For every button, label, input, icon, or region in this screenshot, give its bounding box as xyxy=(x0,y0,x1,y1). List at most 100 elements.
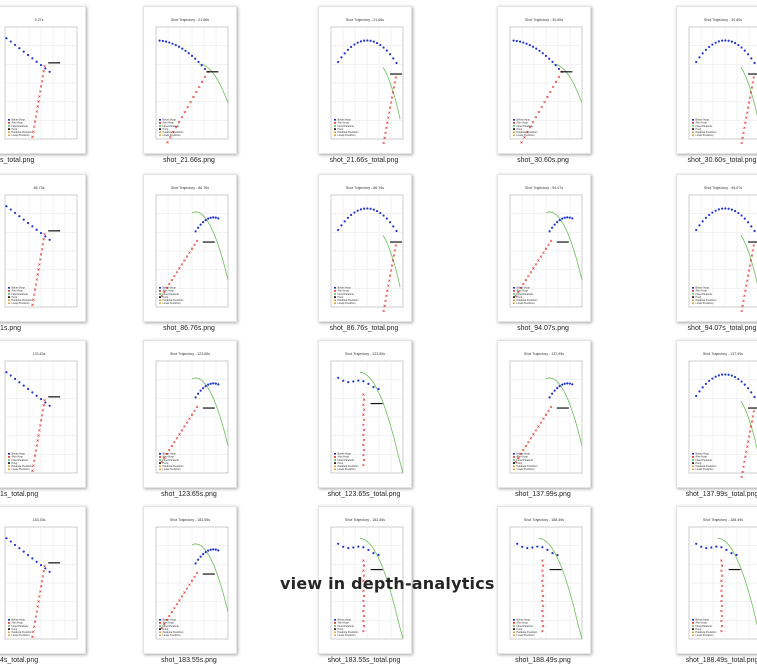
after-hoop-point xyxy=(528,126,532,129)
file-thumbnail[interactable]: Shot Trajectory - 123.65s Before Hoop Afte… xyxy=(318,340,412,488)
svg-text:After Hoop: After Hoop xyxy=(163,290,175,293)
before-hoop-point xyxy=(556,387,559,390)
before-hoop-point xyxy=(558,385,561,388)
svg-text:Parabola Prediction: Parabola Prediction xyxy=(163,131,185,134)
file-thumbnail[interactable]: Shot Trajectory - 188.49s Before Hoop Afte… xyxy=(676,506,757,654)
before-hoop-point xyxy=(553,223,556,226)
svg-text:After Hoop: After Hoop xyxy=(517,122,529,125)
after-hoop-point xyxy=(31,303,34,306)
file-thumbnail[interactable]: Shot Trajectory - 30.60s Before Hoop After… xyxy=(497,6,591,154)
after-hoop-point xyxy=(541,604,545,608)
trajectory-chart: Shot Trajectory - 94.07s Before HoopAfter… xyxy=(509,186,583,308)
before-hoop-point xyxy=(343,52,346,55)
before-hoop-point xyxy=(698,56,701,59)
before-hoop-point xyxy=(395,229,398,233)
after-hoop-point xyxy=(362,629,365,633)
file-thumbnail[interactable]: Shot Trajectory - 21.66s Before Hoop After… xyxy=(318,6,412,154)
file-thumbnail[interactable]: Shot Trajectory - 94.07s Before Hoop After… xyxy=(676,174,757,322)
before-hoop-point xyxy=(733,375,737,379)
before-hoop-point xyxy=(35,60,38,63)
after-hoop-point xyxy=(720,619,723,623)
before-hoop-point xyxy=(35,228,38,231)
before-hoop-point xyxy=(48,404,51,407)
after-hoop-point xyxy=(37,268,40,271)
before-hoop-point xyxy=(337,228,340,232)
before-hoop-point xyxy=(171,42,174,45)
after-hoop-point xyxy=(180,429,184,432)
before-hoop-point xyxy=(724,39,727,42)
before-hoop-point xyxy=(695,228,698,232)
file-thumbnail[interactable]: Shot Trajectory - 30.60s Before Hoop After… xyxy=(676,6,757,154)
file-thumbnail[interactable]: Shot Trajectory - 183.55s Before Hoop Afte… xyxy=(318,506,412,654)
plot-title: Shot Trajectory - 30.60s xyxy=(704,18,742,22)
before-hoop-point xyxy=(26,553,30,557)
after-hoop-point xyxy=(539,421,543,424)
after-hoop-point xyxy=(39,85,43,88)
before-hoop-point xyxy=(568,382,571,385)
trajectory-chart: Shot Trajectory - 86.76s Before HoopAfter… xyxy=(155,186,229,308)
after-hoop-point xyxy=(168,448,171,452)
file-name-label: shot_94.07s_total.png xyxy=(687,325,757,332)
before-hoop-point xyxy=(44,567,47,570)
after-hoop-point xyxy=(185,421,189,424)
after-hoop-point xyxy=(382,309,385,313)
file-thumbnail[interactable]: Shot Trajectory - 86.76s Before Hoop After… xyxy=(143,174,237,322)
before-hoop-point xyxy=(708,379,711,383)
fitted-parabola-line xyxy=(359,371,404,474)
svg-text:Fitted Parabola: Fitted Parabola xyxy=(338,625,355,628)
before-hoop-point xyxy=(701,52,704,55)
before-hoop-point xyxy=(743,217,746,220)
svg-text:Parabola Prediction: Parabola Prediction xyxy=(338,131,360,134)
before-hoop-point xyxy=(700,545,703,548)
after-hoop-point xyxy=(200,80,204,84)
svg-text:Before Hoop: Before Hoop xyxy=(696,453,710,456)
after-hoop-point xyxy=(362,403,365,406)
file-thumbnail[interactable]: Shot Trajectory - 21.66s Before Hoop After… xyxy=(143,6,237,154)
before-hoop-point xyxy=(525,42,528,45)
after-hoop-point xyxy=(750,254,754,257)
after-hoop-point xyxy=(32,298,35,301)
file-thumbnail[interactable]: 183.53s Before Hoop After Hoop Fitted Parab… xyxy=(0,506,86,654)
svg-text:Linear Prediction: Linear Prediction xyxy=(12,134,31,137)
file-thumbnail[interactable]: Shot Trajectory - 188.49s Before Hoop Afte… xyxy=(497,506,591,654)
before-hoop-point xyxy=(372,40,375,43)
fitted-parabola-line xyxy=(382,234,401,288)
file-thumbnail[interactable]: Shot Trajectory - 137.99s Before Hoop Afte… xyxy=(676,340,757,488)
fitted-parabola-line xyxy=(740,234,757,285)
svg-text:Linear Prediction: Linear Prediction xyxy=(338,302,357,305)
file-thumbnail[interactable]: 9.27s Before Hoop After Hoop Fitted Parabol… xyxy=(0,6,86,154)
svg-text:After Hoop: After Hoop xyxy=(696,122,708,125)
file-thumbnail[interactable]: Shot Trajectory - 123.65s Before Hoop Afte… xyxy=(143,340,237,488)
before-hoop-point xyxy=(536,545,539,548)
after-hoop-point xyxy=(35,278,39,281)
svg-text:Hoop: Hoop xyxy=(12,628,18,631)
file-thumbnail[interactable]: 86.73s Before Hoop After Hoop Fitted Parabo… xyxy=(0,174,86,322)
svg-text:After Hoop: After Hoop xyxy=(338,622,350,625)
before-hoop-point xyxy=(212,382,215,385)
before-hoop-point xyxy=(388,53,392,56)
before-hoop-point xyxy=(44,235,47,238)
file-thumbnail[interactable]: Shot Trajectory - 86.76s Before Hoop After… xyxy=(318,174,412,322)
before-hoop-point xyxy=(362,380,365,383)
svg-text:Linear Prediction: Linear Prediction xyxy=(163,134,182,137)
svg-text:Before Hoop: Before Hoop xyxy=(12,619,26,622)
file-thumbnail[interactable]: 123.63s Before Hoop After Hoop Fitted Parab… xyxy=(0,340,86,488)
before-hoop-point xyxy=(214,382,217,385)
svg-text:After Hoop: After Hoop xyxy=(517,622,529,625)
plot-title: Shot Trajectory - 183.55s xyxy=(345,518,385,522)
before-hoop-point xyxy=(753,61,756,65)
after-hoop-point xyxy=(741,136,744,140)
before-hoop-point xyxy=(207,549,210,552)
after-hoop-point xyxy=(160,460,163,464)
file-thumbnail[interactable]: Shot Trajectory - 94.07s Before Hoop After… xyxy=(497,174,591,322)
svg-text:Before Hoop: Before Hoop xyxy=(163,619,177,622)
file-name-label: shot_94.07s.png xyxy=(517,325,569,332)
file-thumbnail[interactable]: Shot Trajectory - 183.55s Before Hoop Afte… xyxy=(143,506,237,654)
file-thumbnail[interactable]: Shot Trajectory - 137.99s Before Hoop Afte… xyxy=(497,340,591,488)
svg-text:Linear Prediction: Linear Prediction xyxy=(696,134,715,137)
before-hoop-point xyxy=(22,50,25,53)
